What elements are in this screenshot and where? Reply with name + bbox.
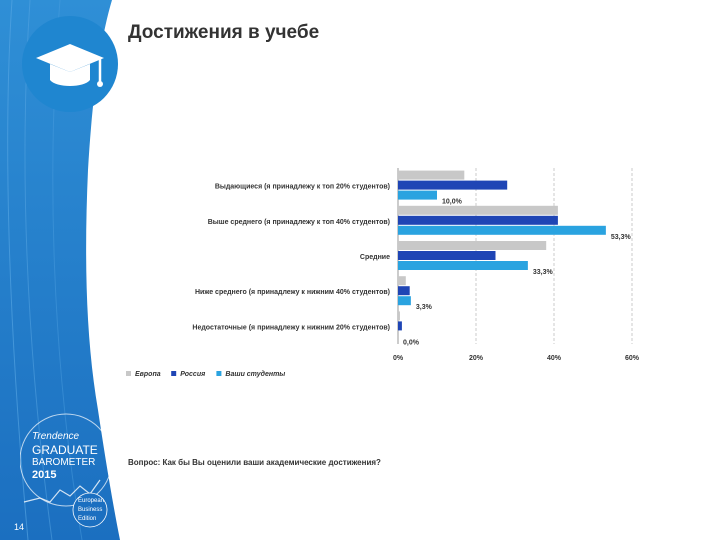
x-tick-label: 60%: [625, 355, 640, 362]
logo-edition-3: Edition: [78, 516, 97, 522]
bar: [398, 296, 411, 306]
data-label: 3,3%: [416, 304, 433, 311]
graduation-cap-icon: [36, 44, 104, 87]
data-label: 33,3%: [533, 269, 554, 276]
bar: [398, 170, 465, 180]
bar: [398, 261, 528, 270]
logo-line-graduate: GRADUATE: [32, 443, 98, 457]
bar: [398, 190, 437, 200]
category-label: Средние: [360, 254, 390, 261]
data-label: 10,0%: [442, 199, 463, 206]
logo-edition-1: European: [78, 498, 105, 504]
left-decorative-panel: [0, 0, 120, 540]
bar: [398, 286, 410, 296]
logo-line-barometer: BAROMETER: [32, 457, 96, 468]
legend-swatch: [126, 371, 131, 376]
category-label: Выше среднего (я принадлежу к топ 40% ст…: [208, 219, 390, 226]
x-tick-label: 20%: [469, 355, 484, 362]
legend-swatch: [171, 371, 177, 376]
bar: [398, 251, 496, 260]
data-label: 53,3%: [611, 234, 632, 241]
slide-title: Достижения в учебе: [128, 22, 320, 43]
bar: [398, 321, 402, 331]
bar: [398, 205, 558, 215]
survey-question: Вопрос: Как бы Вы оценили ваши академиче…: [128, 458, 381, 467]
logo-line-trendence: Trendence: [32, 431, 80, 442]
legend-label: Ваши студенты: [225, 370, 285, 378]
logo-year: 2015: [32, 469, 57, 481]
category-label: Выдающиеся (я принадлежу к топ 20% студе…: [215, 184, 390, 191]
legend-swatch: [216, 371, 222, 376]
logo-circle: [22, 16, 118, 112]
bar: [398, 225, 606, 235]
legend-label: Россия: [180, 371, 205, 378]
x-tick-label: 40%: [547, 355, 562, 362]
bar: [398, 241, 547, 250]
category-label: Ниже среднего (я принадлежу к нижним 40%…: [195, 289, 390, 296]
legend-label: Европа: [135, 371, 161, 378]
bar: [398, 276, 406, 286]
trendence-graduate-barometer-logo: Trendence GRADUATE BAROMETER 2015 Europe…: [20, 410, 116, 528]
bar: [398, 180, 508, 190]
logo-edition-2: Business: [78, 507, 103, 513]
bar: [398, 215, 558, 225]
data-label: 0,0%: [403, 339, 420, 346]
bar: [398, 311, 400, 321]
category-label: Недостаточные (я принадлежу к нижним 20%…: [192, 324, 390, 331]
x-tick-label: 0%: [393, 355, 404, 362]
page-number: 14: [14, 522, 25, 532]
